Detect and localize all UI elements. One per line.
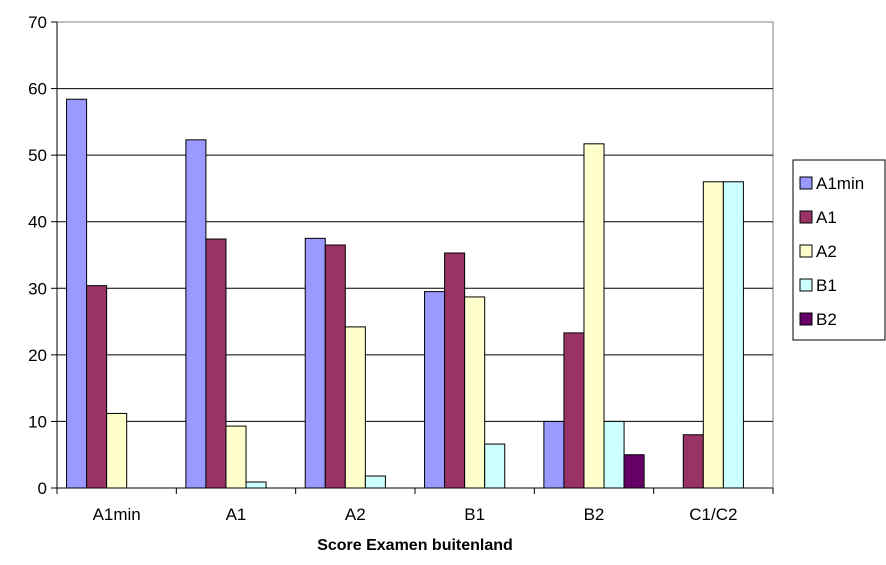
- x-tick-label: B1: [464, 505, 485, 524]
- bar: [225, 425, 247, 489]
- y-tick-label: 50: [28, 146, 47, 165]
- bar: [682, 434, 704, 489]
- legend: A1min A1 A2 B1 B2: [799, 174, 864, 329]
- legend-label: B1: [816, 276, 837, 295]
- x-tick-label: A2: [345, 505, 366, 524]
- axes: [51, 21, 774, 494]
- bar: [304, 237, 326, 489]
- bar: [484, 443, 506, 489]
- y-tick-label: 20: [28, 346, 47, 365]
- y-tick-label: 40: [28, 213, 47, 232]
- bar: [583, 143, 605, 489]
- bar: [245, 481, 267, 489]
- bar: [344, 326, 366, 489]
- x-tick-label: A1min: [93, 505, 141, 524]
- bar: [424, 291, 446, 489]
- bar: [623, 454, 645, 489]
- y-tick-label: 10: [28, 412, 47, 431]
- y-tick-labels: 0 10 20 30 40 50 60 70: [28, 13, 47, 498]
- bar: [702, 181, 724, 489]
- bar: [364, 475, 386, 489]
- bar: [66, 98, 88, 489]
- bar: [464, 296, 486, 489]
- legend-label: A1: [816, 208, 837, 227]
- x-axis-title: Score Examen buitenland: [317, 537, 513, 554]
- bars: [66, 98, 744, 489]
- legend-swatch: [799, 278, 813, 292]
- bar: [324, 244, 346, 489]
- y-tick-label: 60: [28, 80, 47, 99]
- legend-swatch: [799, 312, 813, 326]
- bar: [185, 139, 207, 489]
- legend-label: A1min: [816, 174, 864, 193]
- legend-label: A2: [816, 242, 837, 261]
- legend-swatch: [799, 244, 813, 258]
- bar: [563, 332, 585, 489]
- y-tick-label: 70: [28, 13, 47, 32]
- bar: [106, 412, 128, 489]
- bar: [444, 252, 466, 489]
- bar: [603, 420, 625, 489]
- x-tick-label: B2: [584, 505, 605, 524]
- y-tick-label: 30: [28, 279, 47, 298]
- legend-swatch: [799, 176, 813, 190]
- plot-area: [56, 21, 774, 489]
- bar: [86, 285, 108, 489]
- x-tick-label: C1/C2: [689, 505, 737, 524]
- x-tick-label: A1: [226, 505, 247, 524]
- legend-swatch: [799, 210, 813, 224]
- y-tick-label: 0: [38, 479, 47, 498]
- bar: [543, 420, 565, 489]
- gridlines: [57, 88, 773, 422]
- legend-label: B2: [816, 310, 837, 329]
- x-tick-labels: A1min A1 A2 B1 B2 C1/C2: [93, 505, 738, 524]
- bar: [205, 238, 227, 489]
- bar: [722, 181, 744, 489]
